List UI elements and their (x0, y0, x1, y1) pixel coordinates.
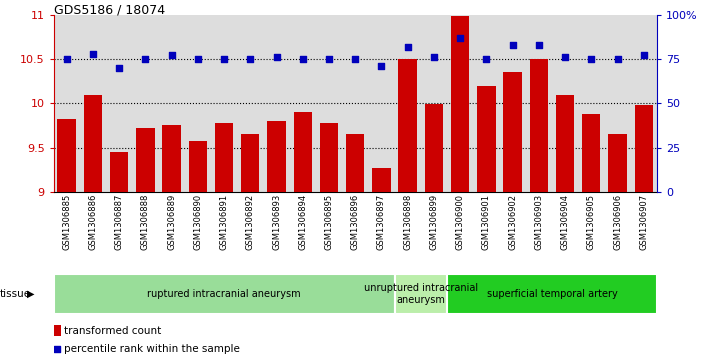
Point (612, 56, 623, 62)
Bar (503, 72, 522, 192)
Point (638, 53, 650, 58)
Text: GSM1306902: GSM1306902 (508, 194, 517, 250)
Bar (582, 114, 600, 192)
Bar (267, 121, 286, 192)
Text: GSM1306886: GSM1306886 (89, 194, 97, 250)
Point (402, 44, 413, 49)
Point (428, 54, 440, 60)
Point (61, 56, 72, 62)
Bar (320, 123, 338, 192)
Text: GSM1306901: GSM1306901 (482, 194, 491, 250)
Text: GSM1306891: GSM1306891 (220, 194, 228, 250)
Text: GSM1306889: GSM1306889 (167, 194, 176, 250)
Text: GDS5186 / 18074: GDS5186 / 18074 (54, 4, 165, 17)
Bar (425, 104, 443, 192)
Text: GSM1306899: GSM1306899 (429, 194, 438, 250)
Point (507, 42, 518, 48)
Point (350, 56, 361, 62)
Text: GSM1306903: GSM1306903 (534, 194, 543, 250)
Bar (110, 152, 129, 192)
Bar (188, 141, 207, 192)
Text: GSM1306896: GSM1306896 (351, 194, 360, 250)
Point (533, 42, 545, 48)
Text: GSM1306894: GSM1306894 (298, 194, 307, 250)
Text: GSM1306904: GSM1306904 (560, 194, 570, 250)
Point (245, 56, 256, 62)
Text: GSM1306898: GSM1306898 (403, 194, 412, 250)
Bar (635, 105, 653, 192)
Point (376, 63, 387, 69)
Text: percentile rank within the sample: percentile rank within the sample (64, 344, 240, 354)
Point (454, 35, 466, 41)
Text: GSM1306888: GSM1306888 (141, 194, 150, 250)
Bar (451, 16, 469, 192)
Point (166, 53, 177, 58)
Text: GSM1306907: GSM1306907 (639, 194, 648, 250)
Bar (136, 129, 154, 192)
Bar (215, 123, 233, 192)
Bar (372, 168, 391, 192)
Text: unruptured intracranial
aneurysm: unruptured intracranial aneurysm (363, 283, 478, 305)
Text: GSM1306890: GSM1306890 (193, 194, 202, 250)
Point (218, 56, 230, 62)
Point (323, 56, 335, 62)
Point (559, 54, 570, 60)
Text: GSM1306895: GSM1306895 (324, 194, 333, 250)
Point (87, 51, 99, 57)
Bar (293, 112, 312, 192)
Text: ruptured intracranial aneurysm: ruptured intracranial aneurysm (147, 289, 301, 299)
Bar (84, 95, 102, 192)
Bar (530, 59, 548, 192)
Point (51, 346, 63, 352)
Point (114, 65, 125, 71)
Text: GSM1306885: GSM1306885 (62, 194, 71, 250)
Bar (58, 119, 76, 192)
Text: GSM1306900: GSM1306900 (456, 194, 465, 250)
Text: tissue: tissue (0, 289, 31, 299)
Text: transformed count: transformed count (64, 326, 161, 336)
Bar (447, 274, 657, 314)
Point (271, 54, 282, 60)
Bar (395, 274, 447, 314)
Bar (556, 95, 574, 192)
Bar (54, 274, 395, 314)
Text: GSM1306892: GSM1306892 (246, 194, 255, 250)
Point (192, 56, 203, 62)
Bar (477, 86, 496, 192)
Bar (608, 134, 627, 192)
Point (585, 56, 597, 62)
Bar (162, 125, 181, 192)
Text: GSM1306906: GSM1306906 (613, 194, 622, 250)
Text: GSM1306893: GSM1306893 (272, 194, 281, 250)
Text: GSM1306897: GSM1306897 (377, 194, 386, 250)
Bar (241, 134, 259, 192)
Point (140, 56, 151, 62)
Bar (54, 325, 61, 336)
Text: superficial temporal artery: superficial temporal artery (486, 289, 618, 299)
Text: ▶: ▶ (27, 289, 35, 299)
Bar (346, 134, 364, 192)
Text: GSM1306887: GSM1306887 (115, 194, 124, 250)
Text: GSM1306905: GSM1306905 (587, 194, 595, 250)
Point (297, 56, 308, 62)
Point (481, 56, 492, 62)
Bar (398, 59, 417, 192)
